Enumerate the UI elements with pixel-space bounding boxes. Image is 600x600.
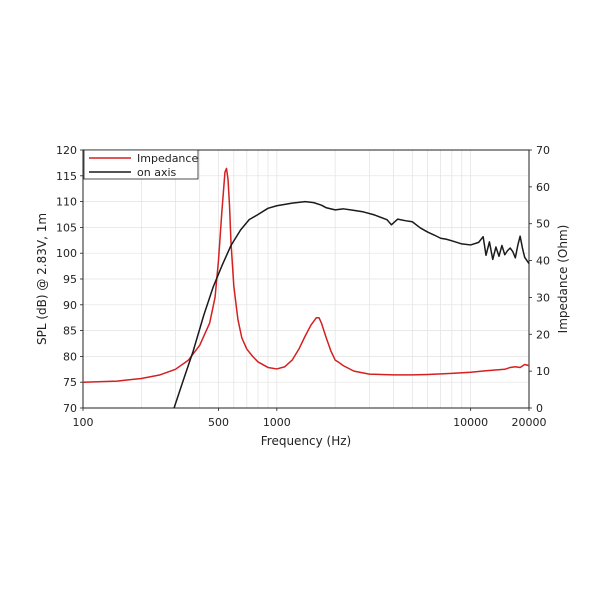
series-layer — [82, 167, 530, 409]
legend-label-impedance: Impedance — [137, 152, 198, 165]
y-left-tick-label: 80 — [63, 350, 77, 363]
y-left-tick-label: 100 — [56, 247, 77, 260]
series-line-impedance — [82, 167, 530, 383]
y-right-tick-label: 50 — [536, 218, 550, 231]
x-tick-label: 100 — [73, 416, 94, 429]
legend-box — [83, 149, 199, 180]
y-right-tick-label: 20 — [536, 328, 550, 341]
y-axis-left-title: SPL (dB) @ 2.83V, 1m — [35, 213, 49, 345]
y-right-tick-label: 60 — [536, 181, 550, 194]
y-right-tick-label: 10 — [536, 365, 550, 378]
legend: Impedance on axis — [83, 149, 199, 180]
y-axis-right-title: Impedance (Ohm) — [556, 225, 570, 334]
x-axis-title: Frequency (Hz) — [261, 434, 352, 448]
axis-ticks: 100 500 1000 10000 2000070758085909510010511… — [56, 144, 550, 429]
y-right-tick-label: 30 — [536, 291, 550, 304]
y-left-tick-label: 70 — [63, 402, 77, 415]
y-right-tick-label: 0 — [536, 402, 543, 415]
grid — [82, 149, 530, 409]
x-tick-label: 20000 — [512, 416, 547, 429]
y-left-tick-label: 105 — [56, 221, 77, 234]
y-left-tick-label: 90 — [63, 299, 77, 312]
y-left-tick-label: 75 — [63, 376, 77, 389]
x-tick-label: 500 — [208, 416, 229, 429]
y-left-tick-label: 85 — [63, 325, 77, 338]
y-right-tick-label: 70 — [536, 144, 550, 157]
y-left-tick-label: 120 — [56, 144, 77, 157]
series-line-on-axis — [173, 200, 530, 409]
legend-label-on-axis: on axis — [137, 166, 177, 179]
y-left-tick-label: 115 — [56, 170, 77, 183]
x-tick-label: 1000 — [263, 416, 291, 429]
x-tick-label: 10000 — [453, 416, 488, 429]
y-right-tick-label: 40 — [536, 255, 550, 268]
y-left-tick-label: 110 — [56, 196, 77, 209]
y-left-tick-label: 95 — [63, 273, 77, 286]
